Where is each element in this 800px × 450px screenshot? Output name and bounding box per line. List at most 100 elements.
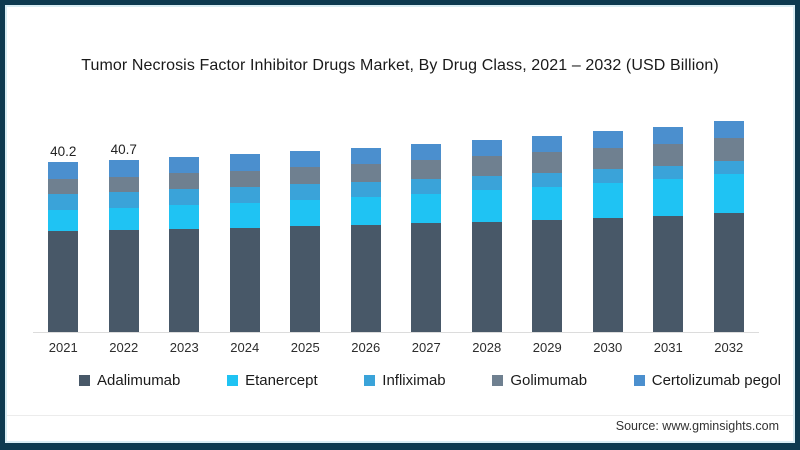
x-axis-label: 2029 (532, 340, 562, 355)
bar-segment-golimumab (350, 163, 381, 182)
source-divider (7, 415, 793, 416)
x-axis-label: 2031 (653, 340, 683, 355)
x-axis-label: 2026 (351, 340, 381, 355)
x-axis-label: 2027 (411, 340, 441, 355)
bar-segment-infliximab (229, 187, 260, 203)
bar-stack (108, 159, 139, 332)
bar-segment-adalimumab (653, 215, 684, 332)
bar-column (638, 115, 699, 332)
bar-segment-certolizumab-pegol (653, 126, 684, 144)
bar-segment-golimumab (290, 167, 321, 185)
bar-segment-golimumab (471, 156, 502, 176)
bar-segment-infliximab (532, 172, 563, 187)
bar-segment-adalimumab (290, 226, 321, 332)
bar-segment-certolizumab-pegol (290, 151, 321, 168)
x-axis-labels: 2021 2022 2023 2024 2025 2026 2027 2028 2029 2030… (33, 340, 759, 355)
legend-swatch (633, 374, 645, 386)
bar-stack (713, 120, 744, 332)
bar-column (336, 115, 397, 332)
bar-segment-golimumab (48, 178, 79, 194)
bar-column (578, 115, 639, 332)
legend-label: Golimumab (510, 371, 588, 389)
bar-segment-etanercept (713, 174, 744, 213)
bar-segment-infliximab (653, 165, 684, 180)
bar-segment-etanercept (653, 179, 684, 216)
bar-segment-etanercept (290, 199, 321, 227)
bar-stack (471, 140, 502, 332)
bar-column: 40.2 (33, 115, 94, 332)
legend-swatch (227, 374, 239, 386)
bar-segment-certolizumab-pegol (108, 159, 139, 177)
chart-content: Tumor Necrosis Factor Inhibitor Drugs Ma… (5, 5, 795, 443)
bar-segment-infliximab (592, 169, 623, 184)
legend-item-golimumab: Golimumab (492, 372, 587, 389)
legend-swatch (364, 374, 376, 386)
bar-segment-etanercept (108, 207, 139, 231)
x-axis-label: 2023 (169, 340, 199, 355)
bar-segment-infliximab (411, 178, 442, 194)
x-axis-label: 2028 (472, 340, 502, 355)
x-axis-label: 2022 (109, 340, 139, 355)
bar-segment-infliximab (290, 184, 321, 200)
bar-segment-golimumab (108, 176, 139, 193)
bar-value-label: 40.2 (50, 143, 77, 159)
bar-segment-adalimumab (350, 224, 381, 332)
bar-segment-etanercept (471, 190, 502, 222)
chart-title: Tumor Necrosis Factor Inhibitor Drugs Ma… (81, 57, 719, 74)
bar-segment-infliximab (471, 175, 502, 191)
legend-swatch (79, 374, 90, 386)
legend-label: Adalimumab (97, 371, 181, 389)
bar-segment-adalimumab (471, 221, 502, 332)
bar-segment-certolizumab-pegol (350, 147, 381, 164)
legend-item-adalimumab: Adalimumab (79, 372, 180, 389)
bar-segment-certolizumab-pegol (713, 120, 744, 139)
x-axis-label: 2032 (714, 340, 744, 355)
bar-segment-etanercept (169, 205, 200, 229)
bar-segment-etanercept (532, 186, 563, 220)
bar-segment-golimumab (713, 138, 744, 162)
bar-segment-infliximab (169, 189, 200, 206)
x-axis-label: 2025 (290, 340, 320, 355)
bar-column (154, 115, 215, 332)
bar-segment-etanercept (229, 202, 260, 228)
plot-area: 40.2 40.7 (33, 115, 759, 333)
bar-column (215, 115, 276, 332)
legend-label: Etanercept (245, 371, 318, 389)
bar-segment-golimumab (592, 147, 623, 170)
bar-segment-adalimumab (713, 212, 744, 332)
bar-stack (532, 136, 563, 332)
bar-segment-infliximab (108, 192, 139, 208)
bar-stack (169, 156, 200, 332)
bar-segment-golimumab (411, 160, 442, 179)
bar-segment-certolizumab-pegol (169, 156, 200, 174)
legend-item-etanercept: Etanercept (227, 372, 318, 389)
bar-stack (350, 147, 381, 332)
legend-item-certolizumab-pegol: Certolizumab pegol (633, 372, 781, 389)
bar-segment-golimumab (169, 173, 200, 190)
bar-column (396, 115, 457, 332)
bar-segment-etanercept (411, 193, 442, 224)
bar-segment-infliximab (48, 193, 79, 210)
bar-segment-golimumab (532, 152, 563, 173)
x-axis-label: 2030 (593, 340, 623, 355)
bar-segment-certolizumab-pegol (229, 154, 260, 171)
bar-value-label: 40.7 (110, 141, 137, 157)
bar-stack (653, 126, 684, 332)
bar-stack (411, 144, 442, 332)
bar-stack (592, 131, 623, 332)
bar-segment-adalimumab (108, 230, 139, 332)
bar-segment-adalimumab (592, 217, 623, 332)
bar-column (699, 115, 760, 332)
bar-segment-adalimumab (169, 228, 200, 332)
bar-segment-golimumab (653, 143, 684, 166)
bar-segment-certolizumab-pegol (532, 136, 563, 153)
bar-column (517, 115, 578, 332)
bar-segment-certolizumab-pegol (471, 140, 502, 157)
bar-segment-golimumab (229, 170, 260, 188)
x-axis-label: 2021 (48, 340, 78, 355)
bar-segment-adalimumab (532, 219, 563, 332)
x-axis-label: 2024 (230, 340, 260, 355)
bar-segment-adalimumab (411, 223, 442, 332)
bar-column (457, 115, 518, 332)
